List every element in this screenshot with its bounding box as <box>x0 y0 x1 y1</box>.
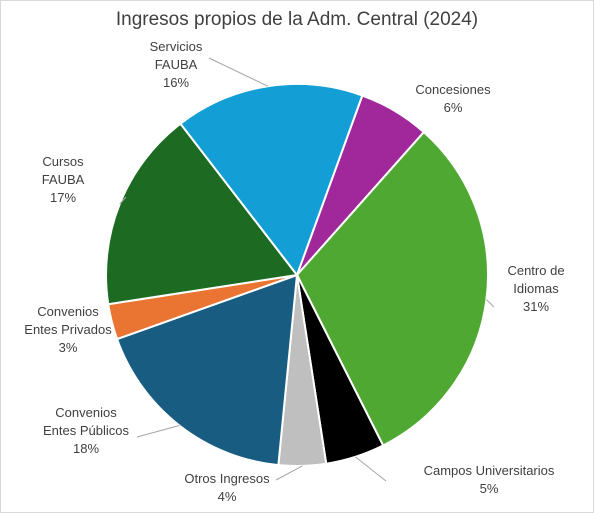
pie-slice-cursos-fauba <box>105 122 299 306</box>
chart-title: Ingresos propios de la Adm. Central (202… <box>115 9 479 30</box>
leader-line <box>275 465 303 481</box>
data-label-cursos-fauba: Cursos FAUBA 17% <box>42 154 85 205</box>
leader-line <box>119 196 127 205</box>
data-label-servicios-fauba: Servicios FAUBA 16% <box>150 39 203 90</box>
pie-slice-convenios-entes-publicos <box>115 273 299 467</box>
data-label-convenios-entes-publicos: Convenios Entes Públicos 18% <box>43 405 129 456</box>
leader-line <box>486 299 495 308</box>
pie-slice-servicios-fauba <box>179 83 364 278</box>
data-label-centro-de-idiomas: Centro de Idiomas 31% <box>507 263 564 314</box>
data-label-concesiones: Concesiones 6% <box>415 82 491 115</box>
data-label-convenios-entes-privados: Convenios Entes Privados 3% <box>24 304 112 355</box>
leader-line <box>208 57 269 87</box>
pie-slice-centro-de-idiomas <box>295 130 489 447</box>
leader-line <box>355 456 387 482</box>
data-label-campos-universitarios: Campos Universitarios 5% <box>424 463 555 496</box>
leader-line <box>136 425 180 438</box>
data-label-otros-ingresos: Otros Ingresos 4% <box>184 471 270 504</box>
